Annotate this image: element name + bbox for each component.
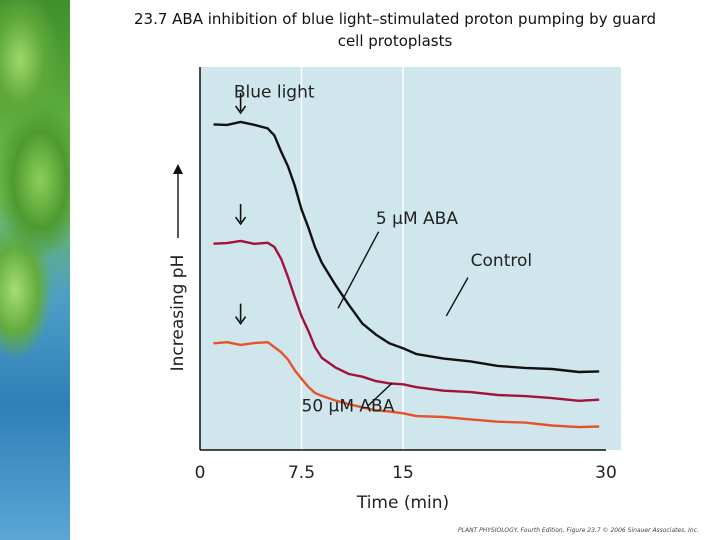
slide-title: 23.7 ABA inhibition of blue light–stimul…: [134, 10, 656, 50]
leader-line-control: [445, 277, 469, 317]
x-tick-label-2: 15: [392, 463, 414, 483]
annotation-2: Control: [471, 251, 532, 271]
leader-line-aba5: [337, 231, 380, 309]
leader-line-aba50: [367, 382, 393, 407]
annotation-3: 50 µM ABA: [302, 397, 395, 417]
y-axis-arrow-icon: [173, 164, 183, 238]
series-line-2: [213, 341, 600, 429]
decorative-background-strip: [0, 0, 70, 540]
x-tick-label-1: 7.5: [288, 463, 315, 483]
light-onset-arrow-1: [234, 204, 247, 226]
annotation-0: Blue light: [234, 83, 315, 103]
figure-credit: PLANT PHYSIOLOGY, Fourth Edition, Figure…: [458, 527, 699, 534]
y-axis-label: Increasing pH: [168, 255, 188, 372]
annotation-1: 5 µM ABA: [376, 209, 458, 229]
x-axis-label: Time (min): [356, 493, 449, 513]
light-onset-arrow-2: [234, 303, 247, 325]
light-onset-arrow-0: [234, 92, 247, 115]
series-line-0: [213, 120, 600, 374]
x-tick-label-0: 0: [195, 463, 206, 483]
series-line-1: [213, 239, 600, 402]
x-tick-label-3: 30: [595, 463, 617, 483]
